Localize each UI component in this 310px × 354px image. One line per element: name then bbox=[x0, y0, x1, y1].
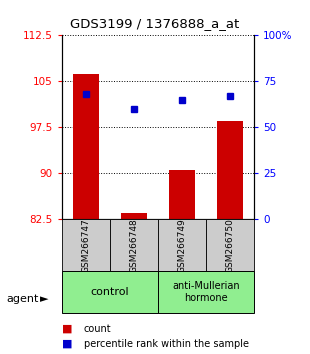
Text: agent: agent bbox=[6, 294, 38, 304]
Bar bbox=[206, 219, 254, 271]
Text: ►: ► bbox=[40, 294, 49, 304]
Bar bbox=[217, 121, 243, 219]
Bar bbox=[121, 213, 147, 219]
Text: ■: ■ bbox=[62, 339, 73, 349]
Text: ■: ■ bbox=[62, 324, 73, 333]
Text: GSM266749: GSM266749 bbox=[178, 218, 187, 273]
Text: GSM266747: GSM266747 bbox=[82, 218, 91, 273]
Bar bbox=[110, 219, 158, 271]
Text: count: count bbox=[84, 324, 111, 333]
Bar bbox=[158, 219, 206, 271]
Bar bbox=[169, 170, 195, 219]
Text: percentile rank within the sample: percentile rank within the sample bbox=[84, 339, 249, 349]
Bar bbox=[73, 74, 99, 219]
Text: GSM266748: GSM266748 bbox=[130, 218, 139, 273]
Bar bbox=[158, 271, 254, 313]
Bar bbox=[62, 271, 158, 313]
Text: control: control bbox=[91, 287, 129, 297]
Bar bbox=[62, 219, 110, 271]
Text: GDS3199 / 1376888_a_at: GDS3199 / 1376888_a_at bbox=[70, 17, 240, 30]
Text: GSM266750: GSM266750 bbox=[226, 218, 235, 273]
Text: anti-Mullerian
hormone: anti-Mullerian hormone bbox=[172, 281, 240, 303]
